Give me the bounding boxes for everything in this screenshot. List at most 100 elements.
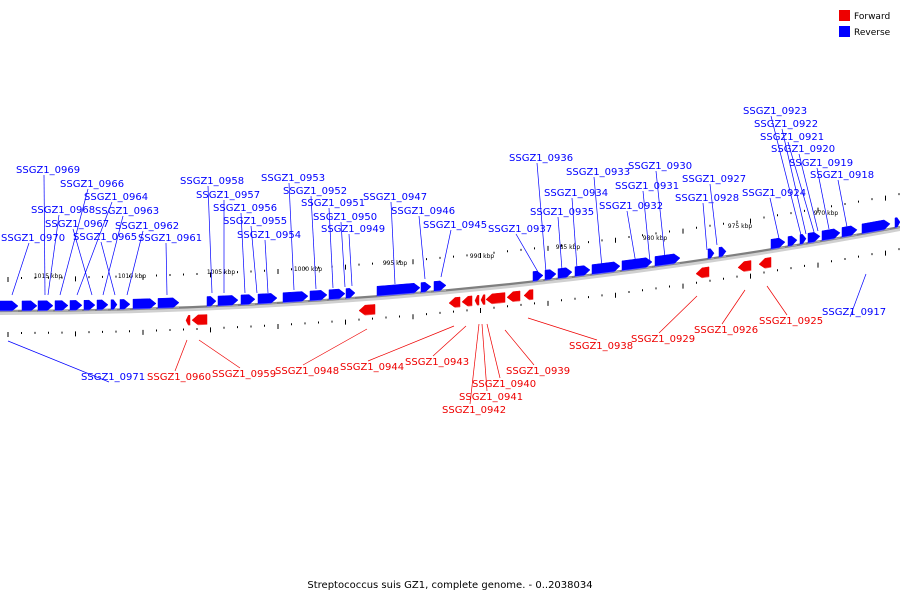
reverse-gene-arrow[interactable] [799,233,807,245]
reverse-gene-label[interactable]: SSGZ1_0947 [363,192,427,203]
reverse-gene-arrow[interactable] [807,232,821,244]
forward-gene-arrow[interactable] [461,295,473,307]
forward-gene-arrow[interactable] [506,290,521,302]
reverse-gene-arrow[interactable] [557,267,573,279]
reverse-gene-arrow[interactable] [21,300,38,312]
reverse-gene-label[interactable]: SSGZ1_0930 [628,161,692,172]
reverse-gene-arrow[interactable] [621,257,653,272]
reverse-gene-label[interactable]: SSGZ1_0932 [599,201,663,212]
forward-gene-label[interactable]: SSGZ1_0944 [340,362,404,373]
forward-gene-arrow[interactable] [758,257,772,269]
reverse-gene-label[interactable]: SSGZ1_0964 [84,192,148,203]
reverse-gene-arrow[interactable] [544,269,557,281]
reverse-gene-arrow[interactable] [591,261,621,275]
reverse-gene-label[interactable]: SSGZ1_0963 [95,206,159,217]
reverse-gene-arrow[interactable] [206,296,217,307]
forward-gene-label[interactable]: SSGZ1_0939 [506,366,570,377]
reverse-gene-label[interactable]: SSGZ1_0923 [743,106,807,117]
reverse-gene-arrow[interactable] [110,299,118,310]
forward-gene-arrow[interactable] [358,304,376,316]
reverse-gene-arrow[interactable] [54,300,69,311]
reverse-gene-arrow[interactable] [861,219,891,235]
reverse-gene-arrow[interactable] [821,228,841,242]
reverse-gene-label[interactable]: SSGZ1_0946 [391,206,455,217]
reverse-gene-label[interactable]: SSGZ1_0951 [301,198,365,209]
forward-gene-label[interactable]: SSGZ1_0940 [472,379,536,390]
reverse-gene-arrow[interactable] [132,298,157,310]
reverse-gene-label[interactable]: SSGZ1_0931 [615,181,679,192]
reverse-gene-label[interactable]: SSGZ1_0958 [180,176,244,187]
reverse-gene-arrow[interactable] [376,282,421,297]
reverse-gene-arrow[interactable] [345,288,356,299]
reverse-gene-label[interactable]: SSGZ1_0922 [754,119,818,130]
reverse-gene-label[interactable]: SSGZ1_0970 [1,233,65,244]
forward-gene-label[interactable]: SSGZ1_0925 [759,316,823,327]
reverse-gene-arrow[interactable] [0,300,19,312]
reverse-gene-arrow[interactable] [654,253,681,267]
forward-gene-label[interactable]: SSGZ1_0960 [147,372,211,383]
forward-gene-arrow[interactable] [480,294,486,306]
forward-gene-label[interactable]: SSGZ1_0938 [569,341,633,352]
reverse-gene-arrow[interactable] [309,290,328,302]
forward-gene-arrow[interactable] [185,314,191,326]
reverse-gene-label[interactable]: SSGZ1_0921 [760,132,824,143]
reverse-gene-label[interactable]: SSGZ1_0969 [16,165,80,176]
reverse-gene-label[interactable]: SSGZ1_0956 [213,203,277,214]
reverse-gene-arrow[interactable] [257,293,278,305]
reverse-gene-arrow[interactable] [69,300,83,311]
reverse-gene-label[interactable]: SSGZ1_0919 [789,158,853,169]
reverse-gene-label[interactable]: SSGZ1_0917 [822,307,886,318]
forward-gene-arrow[interactable] [737,260,752,272]
reverse-gene-arrow[interactable] [718,246,727,258]
reverse-gene-label[interactable]: SSGZ1_0937 [488,224,552,235]
forward-gene-arrow[interactable] [448,296,461,308]
reverse-gene-label[interactable]: SSGZ1_0965 [73,232,137,243]
reverse-gene-label[interactable]: SSGZ1_0955 [223,216,287,227]
reverse-gene-label[interactable]: SSGZ1_0935 [530,207,594,218]
reverse-gene-arrow[interactable] [157,297,180,309]
reverse-gene-arrow[interactable] [787,235,798,247]
reverse-gene-arrow[interactable] [574,265,591,277]
reverse-gene-label[interactable]: SSGZ1_0957 [196,190,260,201]
reverse-gene-label[interactable]: SSGZ1_0920 [771,144,835,155]
forward-gene-arrow[interactable] [695,266,710,279]
reverse-gene-arrow[interactable] [119,299,131,310]
forward-gene-label[interactable]: SSGZ1_0929 [631,334,695,345]
forward-gene-label[interactable]: SSGZ1_0942 [442,405,506,416]
reverse-gene-label[interactable]: SSGZ1_0933 [566,167,630,178]
reverse-gene-label[interactable]: SSGZ1_0954 [237,230,301,241]
forward-gene-label[interactable]: SSGZ1_0948 [275,366,339,377]
forward-gene-arrow[interactable] [474,294,480,306]
forward-gene-arrow[interactable] [191,314,208,326]
forward-gene-label[interactable]: SSGZ1_0959 [212,369,276,380]
reverse-gene-arrow[interactable] [282,291,309,303]
reverse-gene-arrow[interactable] [532,270,544,282]
reverse-gene-arrow[interactable] [83,299,96,311]
reverse-gene-label[interactable]: SSGZ1_0962 [115,221,179,232]
forward-gene-label[interactable]: SSGZ1_0926 [694,325,758,336]
reverse-gene-label[interactable]: SSGZ1_0967 [45,219,109,230]
reverse-gene-arrow[interactable] [420,282,432,293]
forward-gene-label[interactable]: SSGZ1_0941 [459,392,523,403]
reverse-gene-label[interactable]: SSGZ1_0928 [675,193,739,204]
reverse-gene-label[interactable]: SSGZ1_0945 [423,220,487,231]
reverse-gene-arrow[interactable] [707,248,715,260]
reverse-gene-label[interactable]: SSGZ1_0927 [682,174,746,185]
reverse-gene-label[interactable]: SSGZ1_0924 [742,188,806,199]
reverse-gene-label[interactable]: SSGZ1_0949 [321,224,385,235]
reverse-gene-arrow[interactable] [328,288,346,301]
reverse-gene-label[interactable]: SSGZ1_0953 [261,173,325,184]
reverse-gene-label[interactable]: SSGZ1_0966 [60,179,124,190]
forward-gene-label[interactable]: SSGZ1_0943 [405,357,469,368]
reverse-gene-label[interactable]: SSGZ1_0971 [81,372,145,383]
reverse-gene-label[interactable]: SSGZ1_0950 [313,212,377,223]
reverse-gene-arrow[interactable] [96,299,109,311]
reverse-gene-arrow[interactable] [433,280,447,292]
reverse-gene-label[interactable]: SSGZ1_0961 [138,233,202,244]
reverse-gene-arrow[interactable] [240,294,256,306]
reverse-gene-label[interactable]: SSGZ1_0934 [544,188,608,199]
reverse-gene-arrow[interactable] [894,217,900,229]
reverse-gene-label[interactable]: SSGZ1_0918 [810,170,874,181]
forward-gene-arrow[interactable] [485,292,506,305]
reverse-gene-arrow[interactable] [770,237,786,250]
